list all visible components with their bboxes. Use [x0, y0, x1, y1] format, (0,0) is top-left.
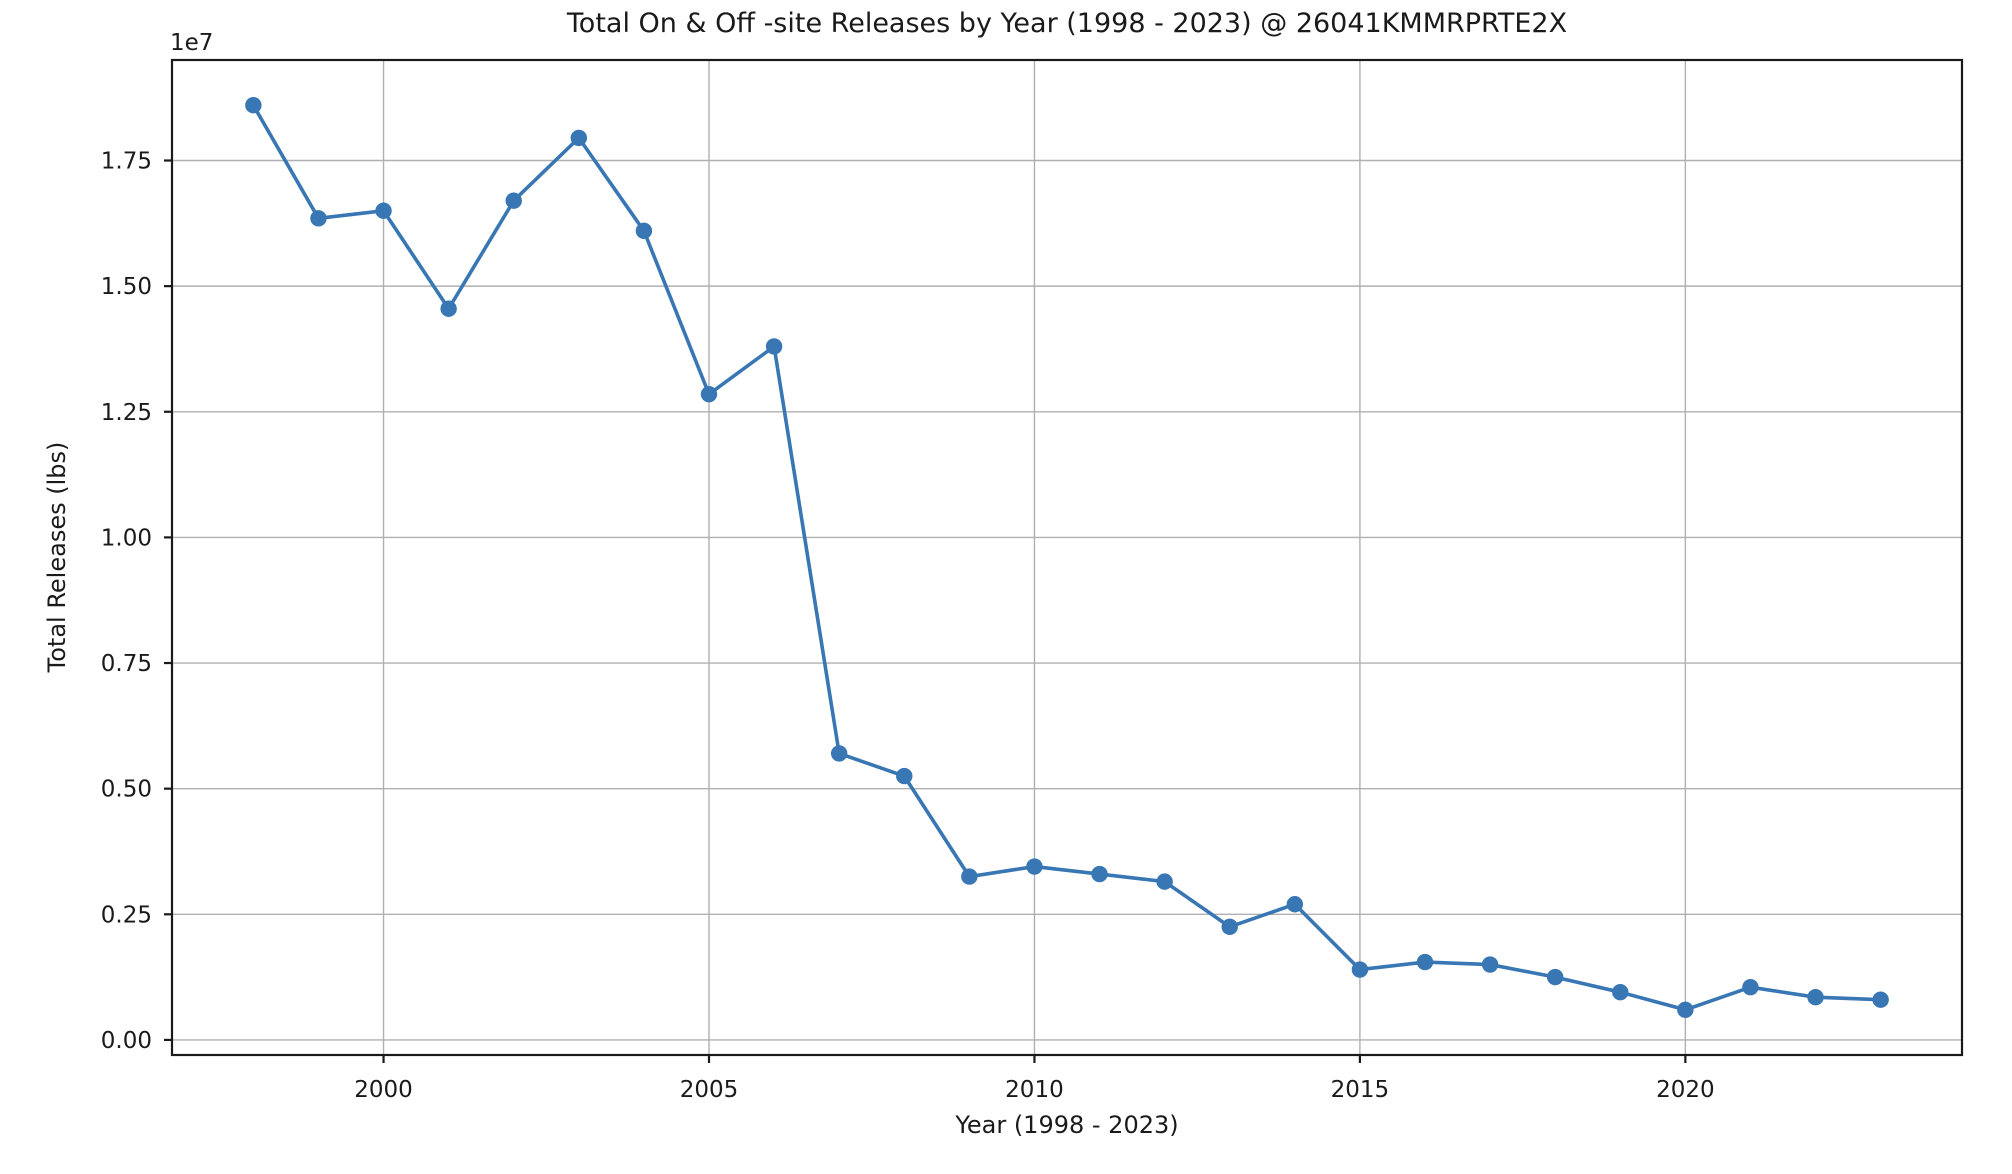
data-point [1872, 991, 1889, 1008]
data-point [830, 745, 848, 762]
gridlines-layer [172, 60, 1962, 1055]
series-line [251, 103, 1883, 1012]
data-point [375, 202, 392, 219]
data-point [1546, 968, 1564, 986]
x-tick-label: 2015 [1331, 1077, 1390, 1103]
y-axis-label: Total Releases (lbs) [43, 442, 71, 674]
series-layer [245, 97, 1889, 1018]
y-axis-offset-label: 1e7 [170, 30, 213, 56]
y-tick-label: 1.75 [101, 149, 152, 175]
axes-layer [164, 58, 1964, 1063]
y-tick-label: 0.25 [101, 902, 152, 928]
data-point [765, 338, 783, 355]
x-tick-label: 2020 [1656, 1077, 1715, 1103]
data-point [1612, 983, 1629, 1001]
chart-title: Total On & Off -site Releases by Year (1… [566, 8, 1567, 39]
data-point [896, 767, 913, 785]
y-tick-label: 0.00 [101, 1028, 152, 1054]
y-tick-label: 0.50 [101, 777, 152, 803]
y-tick-label: 1.25 [101, 400, 152, 426]
data-point [961, 868, 978, 885]
data-point [1286, 896, 1304, 913]
data-point [1221, 918, 1238, 936]
x-axis-label: Year (1998 - 2023) [954, 1111, 1178, 1139]
data-point [1481, 956, 1499, 973]
x-tick-label: 2000 [354, 1077, 413, 1103]
data-point [310, 210, 327, 227]
data-point [1677, 1001, 1694, 1018]
y-tick-label: 1.00 [101, 525, 152, 551]
tick-labels-layer: 2000 2005 2010 2015 2020 0.00 0.25 0.50 0.75 1.00… [101, 149, 1715, 1103]
data-point [1156, 873, 1173, 890]
y-tick-label: 0.75 [101, 651, 152, 677]
data-point [1416, 953, 1434, 971]
data-point [245, 97, 262, 114]
data-point [1351, 961, 1369, 978]
data-point [1742, 978, 1759, 996]
data-point [635, 222, 653, 240]
data-point [1026, 858, 1043, 875]
data-point [1091, 865, 1108, 883]
data-point [440, 300, 457, 317]
data-point [505, 192, 522, 209]
data-point [700, 385, 718, 403]
data-point [570, 129, 588, 147]
data-point [1807, 989, 1824, 1006]
x-tick-label: 2005 [680, 1077, 739, 1103]
x-tick-label: 2010 [1005, 1077, 1064, 1103]
axes-frame [170, 58, 1964, 1057]
y-tick-label: 1.50 [101, 274, 152, 300]
